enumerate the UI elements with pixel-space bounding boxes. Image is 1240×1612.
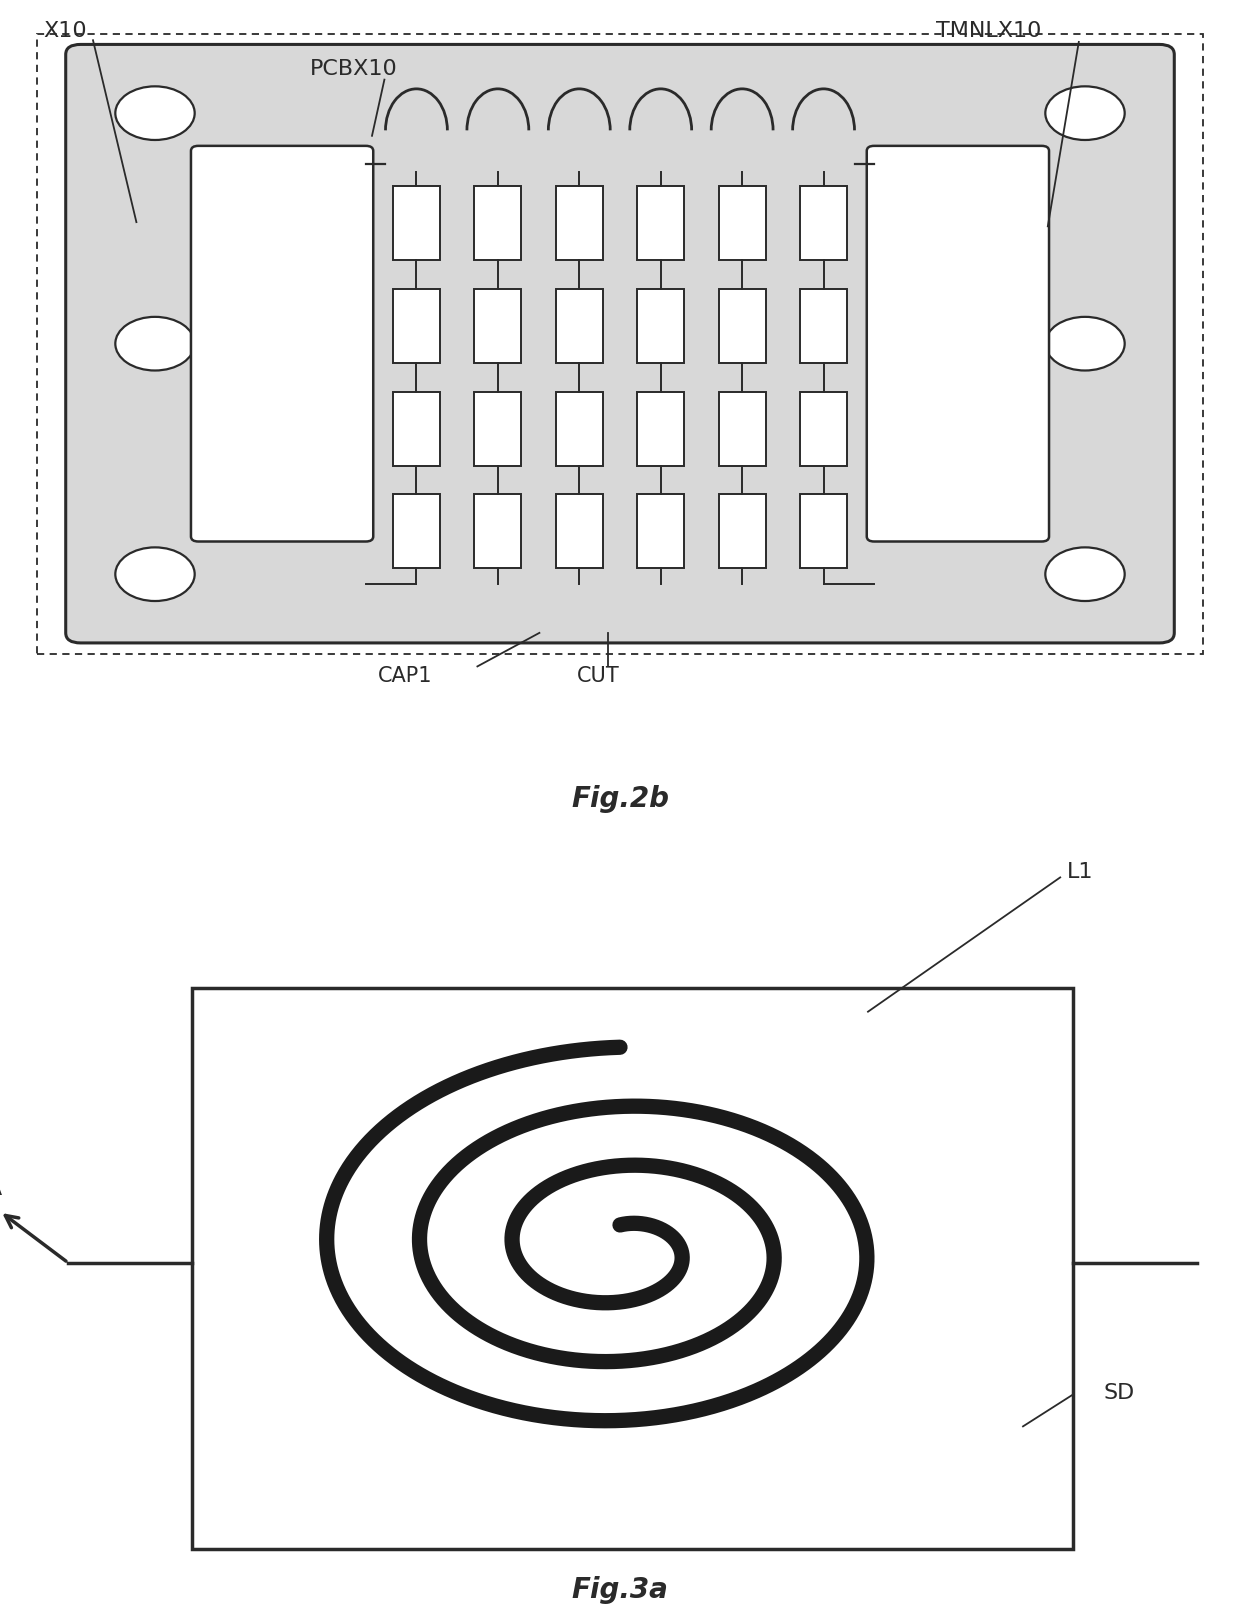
Bar: [393, 495, 440, 567]
Text: L1: L1: [1066, 861, 1092, 882]
Bar: [556, 187, 603, 260]
Text: CUT: CUT: [577, 666, 619, 687]
Bar: [393, 187, 440, 260]
Circle shape: [1045, 318, 1125, 371]
Bar: [556, 289, 603, 363]
Text: TMNLX10: TMNLX10: [936, 21, 1042, 40]
Bar: [192, 988, 1073, 1549]
Bar: [637, 187, 684, 260]
Bar: [718, 392, 766, 466]
Circle shape: [115, 548, 195, 601]
Bar: [637, 392, 684, 466]
Circle shape: [1045, 548, 1125, 601]
Bar: [718, 187, 766, 260]
Bar: [474, 495, 522, 567]
Bar: [637, 289, 684, 363]
FancyBboxPatch shape: [66, 45, 1174, 643]
Text: SD: SD: [1104, 1383, 1135, 1402]
Bar: [474, 187, 522, 260]
Bar: [474, 289, 522, 363]
Circle shape: [115, 87, 195, 140]
Bar: [800, 495, 847, 567]
Text: X10: X10: [43, 21, 87, 40]
Circle shape: [115, 318, 195, 371]
FancyBboxPatch shape: [191, 145, 373, 542]
Bar: [800, 392, 847, 466]
Bar: [393, 289, 440, 363]
Bar: [556, 392, 603, 466]
Bar: [718, 289, 766, 363]
Circle shape: [1045, 87, 1125, 140]
Bar: [37, 34, 1203, 654]
Bar: [637, 495, 684, 567]
Text: A: A: [0, 1175, 2, 1199]
Bar: [556, 495, 603, 567]
Bar: [718, 495, 766, 567]
Bar: [800, 289, 847, 363]
Text: CAP1: CAP1: [378, 666, 433, 687]
Bar: [474, 392, 522, 466]
Text: PCBX10: PCBX10: [310, 58, 398, 79]
Text: Fig.3a: Fig.3a: [572, 1577, 668, 1604]
Bar: [393, 392, 440, 466]
Bar: [800, 187, 847, 260]
Text: Fig.2b: Fig.2b: [570, 785, 670, 812]
FancyBboxPatch shape: [867, 145, 1049, 542]
